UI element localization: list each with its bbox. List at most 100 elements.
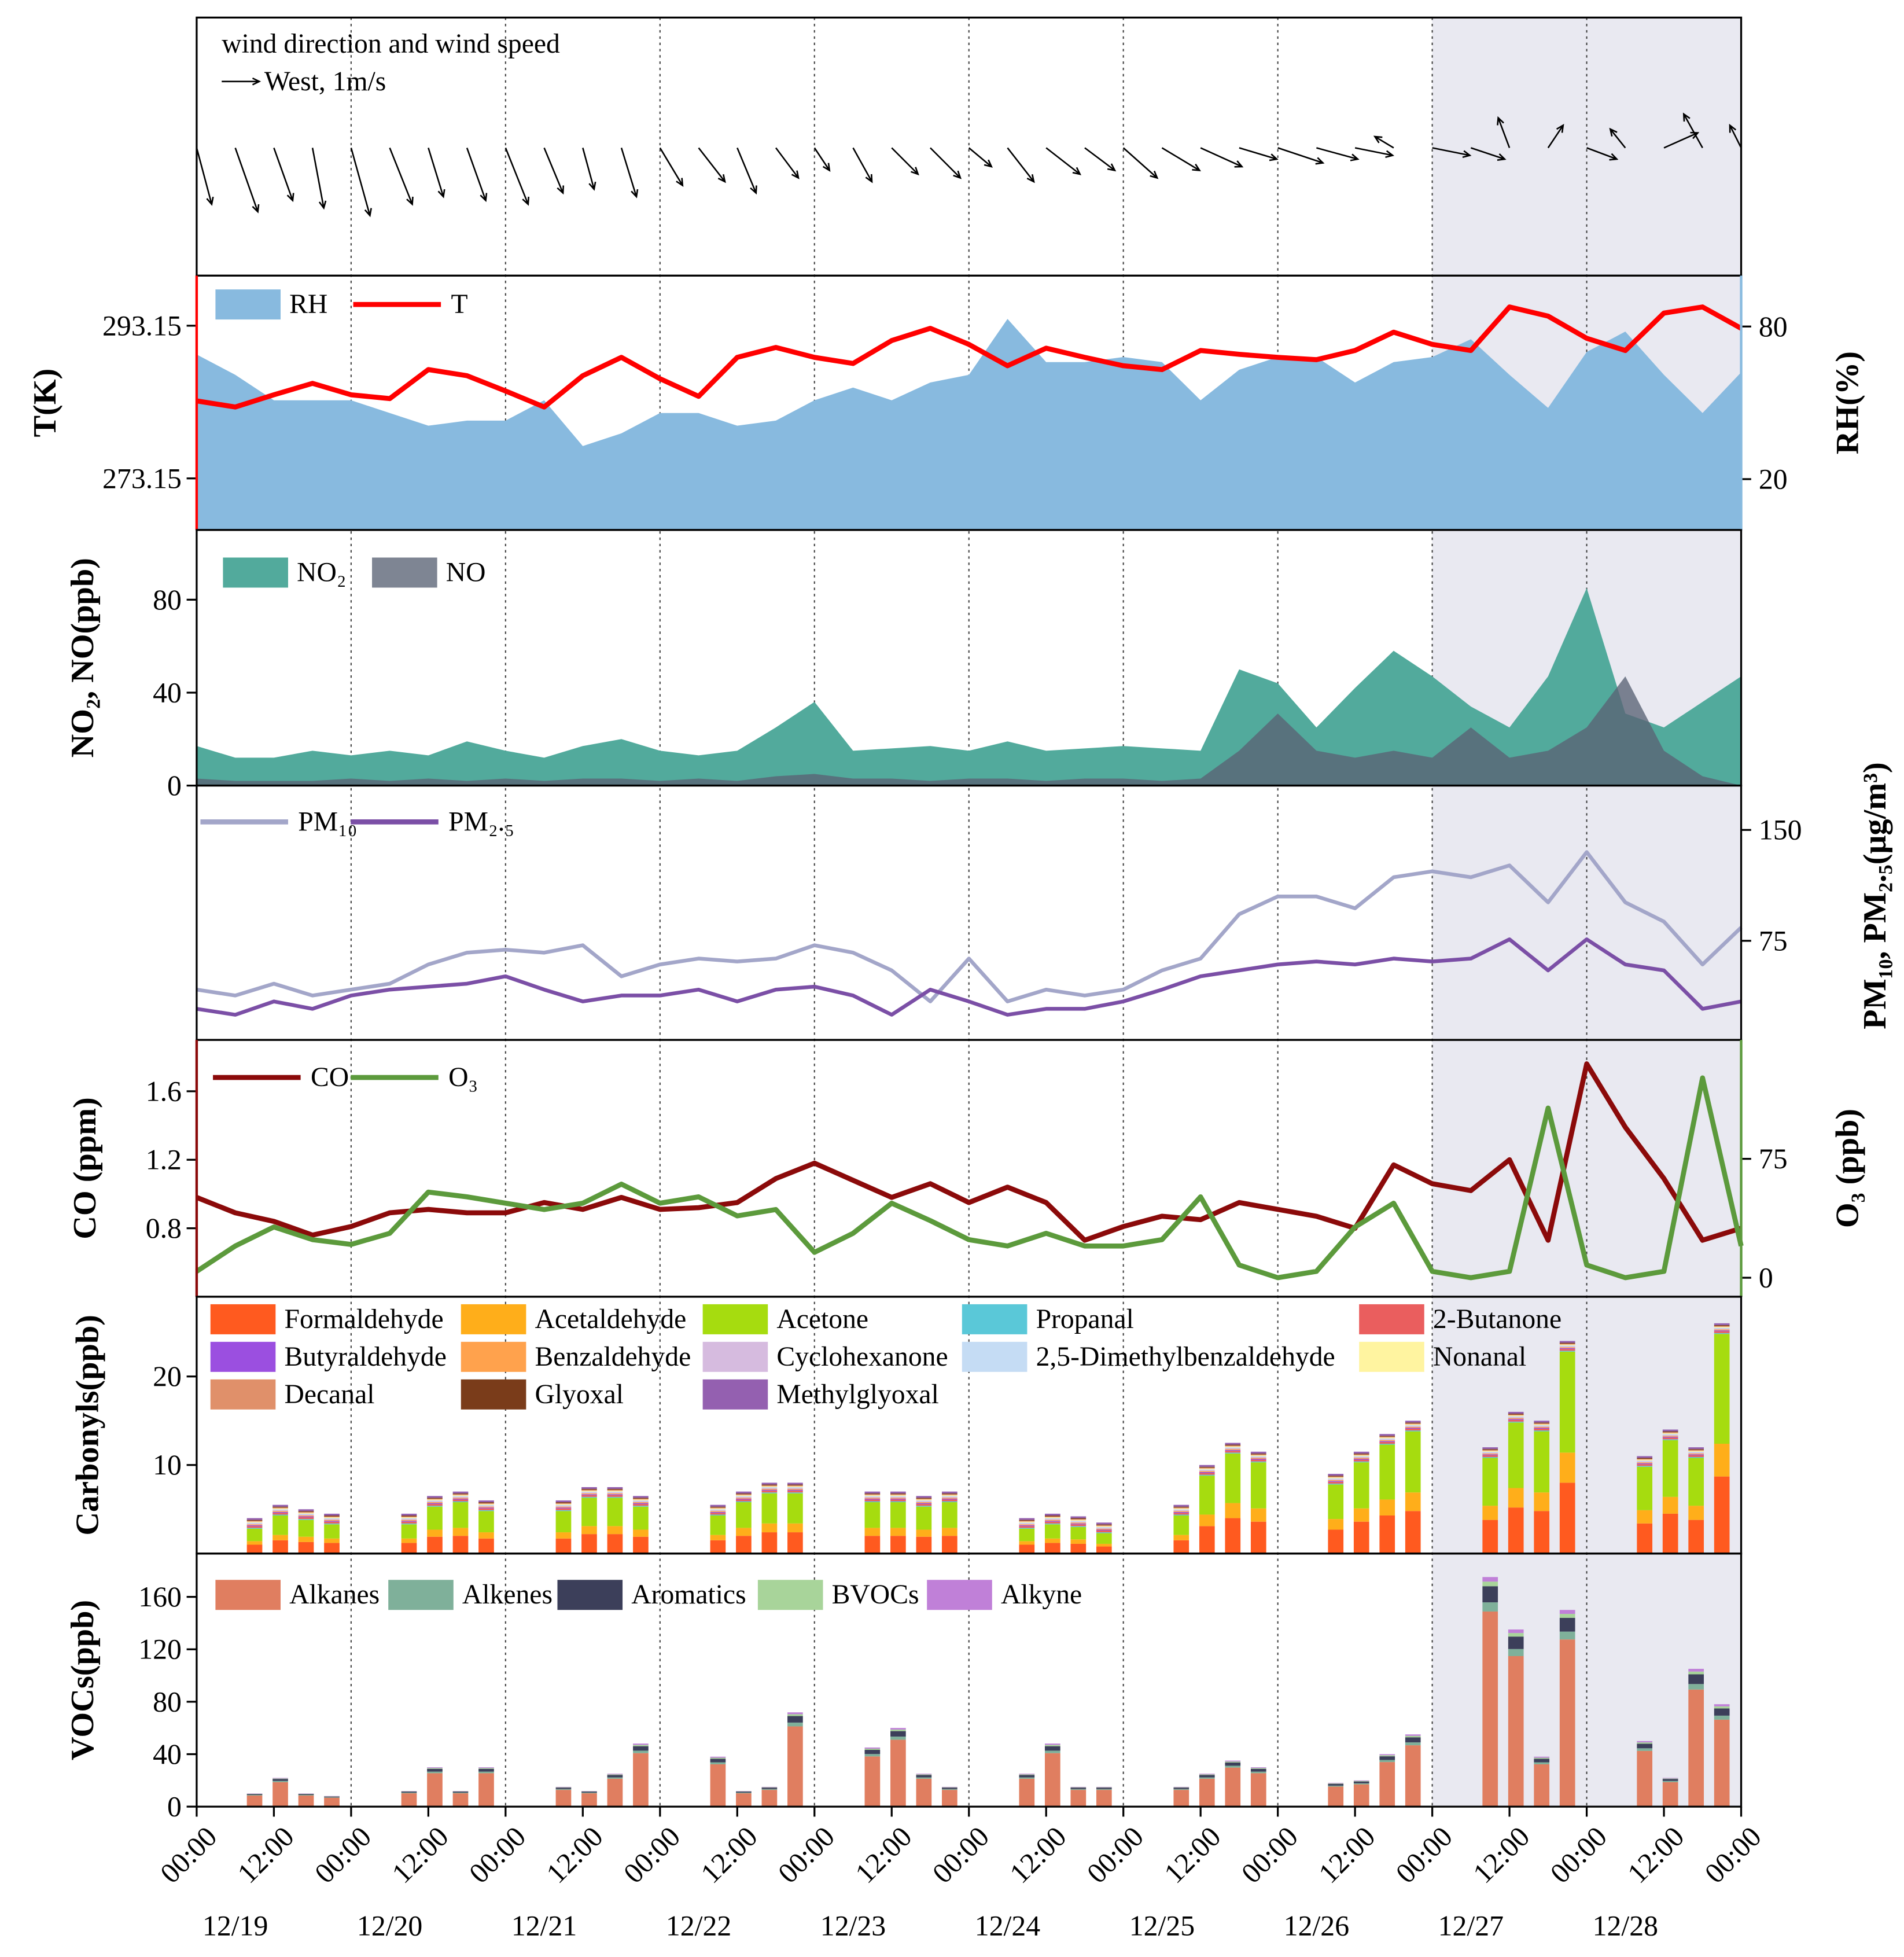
- legend-label: Decanal: [284, 1380, 374, 1410]
- bar-segment: [555, 1506, 572, 1507]
- y-tick-label: 40: [153, 1738, 182, 1770]
- bar-segment: [1405, 1431, 1421, 1493]
- bar-segment: [1070, 1790, 1087, 1807]
- wind-arrow: [234, 148, 260, 214]
- bar-segment: [452, 1501, 469, 1503]
- bar-segment: [1482, 1451, 1498, 1453]
- bar-segment: [478, 1773, 494, 1807]
- bar-segment: [736, 1493, 752, 1495]
- area: [196, 319, 1741, 530]
- bar-segment: [864, 1750, 881, 1754]
- bar-segment: [1534, 1428, 1550, 1429]
- bar-segment: [478, 1506, 494, 1508]
- bar-segment: [1637, 1741, 1653, 1743]
- bar-segment: [890, 1493, 906, 1495]
- bar-segment: [1405, 1428, 1421, 1429]
- bar-segment: [272, 1509, 288, 1510]
- bar-segment: [272, 1779, 288, 1781]
- bar-segment: [452, 1498, 469, 1500]
- bar-segment: [864, 1494, 881, 1495]
- bar-segment: [761, 1488, 778, 1489]
- legend-swatch: [702, 1341, 768, 1372]
- bar-segment: [1199, 1775, 1215, 1778]
- bar-segment: [633, 1743, 649, 1745]
- legend-label: Alkenes: [462, 1580, 553, 1610]
- bar-segment: [787, 1491, 803, 1493]
- bar-segment: [1070, 1521, 1087, 1523]
- legend-label: Butyraldehyde: [284, 1342, 446, 1372]
- bar-segment: [1250, 1458, 1266, 1459]
- bar-segment: [272, 1510, 288, 1511]
- bar-segment: [916, 1503, 932, 1504]
- bar-segment: [401, 1521, 417, 1524]
- bar-segment: [736, 1498, 752, 1500]
- bar-segment: [555, 1502, 572, 1503]
- bar-segment: [246, 1525, 263, 1526]
- panel-frame: [196, 1553, 1743, 1808]
- bar-segment: [864, 1498, 881, 1499]
- bar-segment: [324, 1515, 340, 1517]
- bar-segment: [246, 1518, 263, 1520]
- wind-arrow: [1547, 124, 1564, 149]
- bar-segment: [1405, 1745, 1421, 1807]
- bar-segment: [1637, 1459, 1653, 1461]
- bar-segment: [1508, 1422, 1524, 1488]
- bar-segment: [401, 1520, 417, 1521]
- bar-segment: [736, 1491, 752, 1494]
- bar-segment: [478, 1504, 494, 1505]
- bar-segment: [1044, 1521, 1060, 1522]
- legend-swatch: [1359, 1341, 1424, 1372]
- bar-segment: [1173, 1513, 1189, 1515]
- wind-arrow: [582, 148, 596, 191]
- bar-segment: [1070, 1526, 1087, 1527]
- bar-segment: [1482, 1455, 1498, 1457]
- bar-segment: [1688, 1674, 1704, 1684]
- bar-segment: [478, 1510, 494, 1511]
- bar-segment: [710, 1511, 726, 1512]
- bar-segment: [1379, 1441, 1395, 1442]
- wind-arrow: [1277, 147, 1325, 165]
- bar-segment: [1637, 1750, 1653, 1807]
- area: [196, 676, 1741, 786]
- bar-segment: [1482, 1581, 1498, 1587]
- bar-segment: [1096, 1524, 1112, 1525]
- bar-segment: [1250, 1771, 1266, 1774]
- bar-segment: [1353, 1461, 1369, 1463]
- bar-segment: [1714, 1706, 1730, 1709]
- bar-segment: [401, 1515, 417, 1517]
- bar-segment: [1714, 1704, 1730, 1706]
- bar-segment: [452, 1491, 469, 1494]
- bar-segment: [1688, 1455, 1704, 1457]
- bar-segment: [1482, 1447, 1498, 1450]
- bar-segment: [787, 1483, 803, 1485]
- bar-segment: [1250, 1461, 1266, 1463]
- bar-segment: [710, 1510, 726, 1511]
- wind-arrow: [930, 147, 962, 179]
- bar-segment: [633, 1753, 649, 1807]
- bar-segment: [298, 1513, 314, 1514]
- bar-segment: [452, 1499, 469, 1502]
- bar-segment: [1225, 1445, 1241, 1447]
- bar-segment: [1637, 1459, 1653, 1460]
- wind-arrow: [389, 148, 414, 206]
- bar-segment: [1096, 1526, 1112, 1528]
- bar-segment: [1044, 1524, 1060, 1539]
- bar-segment: [1199, 1476, 1215, 1515]
- bar-segment: [1534, 1422, 1550, 1423]
- date-label: 12/26: [1284, 1910, 1349, 1941]
- bar-segment: [1353, 1784, 1369, 1807]
- bar-segment: [1225, 1447, 1241, 1448]
- bar-segment: [761, 1484, 778, 1485]
- bar-segment: [427, 1501, 443, 1503]
- bar-segment: [298, 1520, 314, 1537]
- wind-arrow: [543, 148, 565, 195]
- bar-segment: [1019, 1524, 1035, 1525]
- bar-segment: [1379, 1437, 1395, 1439]
- bar-segment: [710, 1507, 726, 1509]
- bar-segment: [581, 1491, 597, 1493]
- bar-segment: [1328, 1478, 1344, 1480]
- wind-arrow: [1045, 147, 1082, 175]
- y2-tick-label: 150: [1759, 814, 1802, 846]
- bar-segment: [1044, 1521, 1060, 1524]
- bar-segment: [633, 1506, 649, 1530]
